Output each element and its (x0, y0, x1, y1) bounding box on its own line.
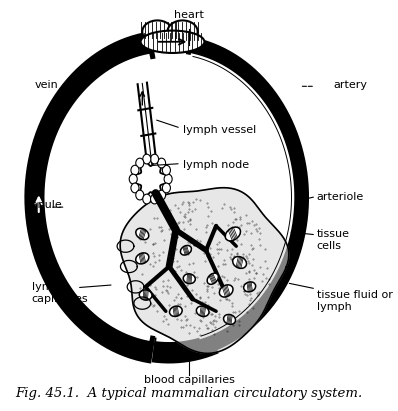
Circle shape (131, 183, 139, 193)
Text: blood capillaries: blood capillaries (144, 375, 235, 386)
Text: Fig. 45.1.  A typical mammalian circulatory system.: Fig. 45.1. A typical mammalian circulato… (16, 387, 363, 400)
Ellipse shape (207, 273, 219, 284)
Text: lymph node: lymph node (183, 160, 249, 170)
Ellipse shape (139, 290, 152, 300)
Ellipse shape (136, 228, 149, 240)
Circle shape (162, 183, 170, 193)
Circle shape (158, 158, 166, 168)
Ellipse shape (183, 274, 195, 284)
Polygon shape (132, 160, 169, 198)
Text: tissue fluid or
lymph: tissue fluid or lymph (317, 290, 393, 312)
Ellipse shape (168, 21, 198, 43)
Text: lymph
capillaries: lymph capillaries (31, 282, 88, 304)
Circle shape (158, 190, 166, 200)
Ellipse shape (140, 30, 204, 53)
Text: venule: venule (25, 201, 62, 210)
Ellipse shape (180, 245, 191, 255)
Circle shape (164, 174, 172, 184)
Text: lymph vessel: lymph vessel (183, 125, 256, 135)
Ellipse shape (196, 306, 209, 316)
Ellipse shape (224, 314, 236, 324)
Ellipse shape (233, 256, 246, 268)
Circle shape (150, 194, 158, 204)
Text: tissue
cells: tissue cells (317, 229, 350, 251)
Text: heart: heart (174, 10, 204, 21)
Circle shape (129, 174, 137, 184)
Text: artery: artery (334, 81, 368, 90)
Circle shape (143, 154, 151, 164)
Text: arteriole: arteriole (317, 192, 364, 202)
Circle shape (143, 194, 151, 204)
Circle shape (162, 165, 170, 175)
Polygon shape (120, 188, 289, 353)
Text: vein: vein (35, 81, 59, 90)
Circle shape (150, 154, 158, 164)
Ellipse shape (225, 227, 240, 241)
Ellipse shape (142, 21, 172, 43)
Ellipse shape (219, 285, 233, 297)
Ellipse shape (170, 306, 182, 316)
Circle shape (136, 158, 144, 168)
Circle shape (136, 190, 144, 200)
Ellipse shape (136, 253, 149, 264)
Circle shape (131, 165, 139, 175)
Ellipse shape (244, 282, 256, 292)
